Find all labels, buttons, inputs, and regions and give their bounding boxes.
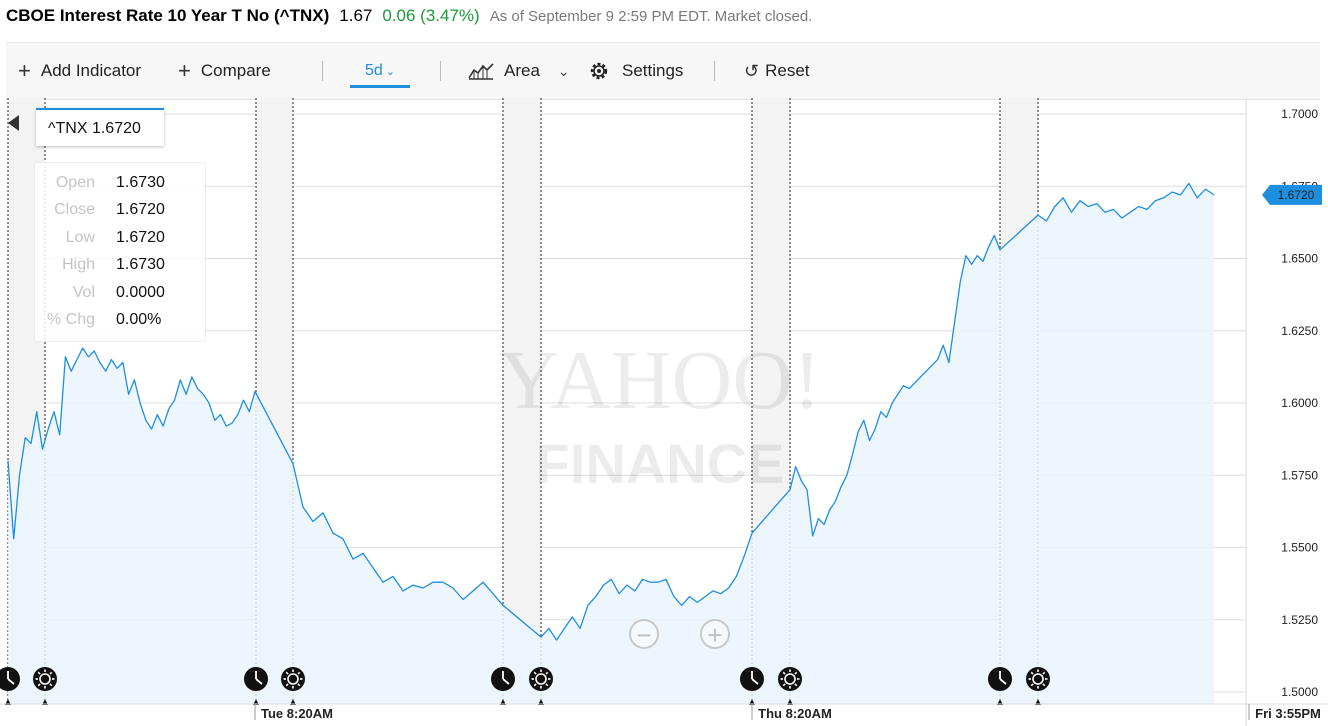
ohlc-row-pct-change: % Chg 0.00%	[46, 311, 162, 328]
chevron-down-icon: ⌄	[557, 62, 570, 79]
plus-icon: +	[18, 58, 31, 83]
market-closed-band	[503, 98, 541, 704]
y-tick-label: 1.7000	[1281, 107, 1318, 121]
y-tick-label: 1.6250	[1281, 324, 1318, 338]
ohlc-row-open: Open 1.6730	[55, 174, 165, 191]
y-tick-label: 1.5000	[1281, 685, 1318, 699]
add-indicator-label: Add Indicator	[40, 61, 142, 80]
market-status: As of September 9 2:59 PM EDT. Market cl…	[489, 8, 813, 25]
settings-button[interactable]: Settings	[588, 43, 683, 99]
area-chart-icon	[468, 63, 494, 80]
x-tick-label: Thu 8:20AM	[758, 706, 832, 721]
quote-change: 0.06 (3.47%)	[382, 6, 480, 25]
reset-button[interactable]: ↺ Reset	[744, 43, 810, 99]
ohlc-row-high: High 1.6730	[62, 256, 165, 273]
settings-label: Settings	[622, 61, 684, 80]
y-tick-label: 1.5250	[1281, 613, 1318, 627]
quote-header: CBOE Interest Rate 10 Year T No (^TNX) 1…	[6, 6, 812, 30]
quote-price: 1.67	[339, 6, 373, 25]
compare-button[interactable]: + Compare	[178, 43, 271, 99]
toolbar-divider	[322, 61, 323, 81]
compare-label: Compare	[200, 61, 271, 80]
ohlc-row-close: Close 1.6720	[54, 201, 165, 218]
ohlc-row-vol: Vol 0.0000	[72, 284, 165, 301]
add-indicator-button[interactable]: + Add Indicator	[18, 43, 141, 99]
ohlc-panel: Open 1.6730 Close 1.6720 Low 1.6720 High 1.6…	[34, 162, 206, 342]
range-selector[interactable]: 5d ⌄	[350, 57, 410, 88]
series-line	[7, 182, 1215, 641]
ohlc-row-low: Low 1.6720	[65, 229, 165, 246]
chevron-down-icon: ⌄	[385, 66, 395, 78]
chart-area[interactable]: YAHOO! FINANCE 1.70001.67501.65001.62501…	[0, 98, 1328, 726]
x-tick-label: Fri 3:55PM	[1255, 706, 1321, 721]
x-tick-label: Tue 8:20AM	[261, 706, 333, 721]
caret-left-icon	[8, 115, 19, 131]
minus-icon: −	[636, 620, 652, 650]
zoom-in-button[interactable]: +	[700, 619, 730, 649]
plus-icon: +	[707, 620, 723, 650]
watermark-finance: FINANCE	[536, 432, 785, 495]
reset-label: Reset	[765, 61, 810, 80]
reset-icon: ↺	[744, 61, 760, 81]
y-tick-label: 1.5750	[1281, 468, 1318, 482]
y-tick-label: 1.6000	[1281, 396, 1318, 410]
watermark-yahoo: YAHOO!	[499, 334, 821, 427]
sun-icon[interactable]	[33, 667, 57, 705]
toolbar-divider	[714, 61, 715, 81]
sun-icon[interactable]	[778, 667, 802, 705]
plus-icon: +	[178, 58, 191, 83]
gear-icon	[590, 62, 608, 80]
chart-type-button[interactable]: Area ⌄	[468, 43, 570, 99]
chart-toolbar: + Add Indicator + Compare 5d ⌄ Area ⌄ Set…	[6, 42, 1320, 100]
quote-name: CBOE Interest Rate 10 Year T No (^TNX)	[6, 6, 330, 25]
toolbar-divider	[440, 61, 441, 81]
last-price-marker	[1262, 184, 1322, 205]
y-tick-label: 1.6500	[1281, 252, 1318, 266]
zoom-out-button[interactable]: −	[629, 619, 659, 649]
series-area	[8, 183, 1214, 704]
range-label: 5d	[364, 62, 383, 79]
y-tick-label: 1.5500	[1281, 541, 1318, 555]
chart-type-label: Area	[504, 61, 540, 80]
last-price-label: 1.6720	[1278, 188, 1315, 202]
crosshair-label: ^TNX 1.6720	[36, 108, 164, 146]
